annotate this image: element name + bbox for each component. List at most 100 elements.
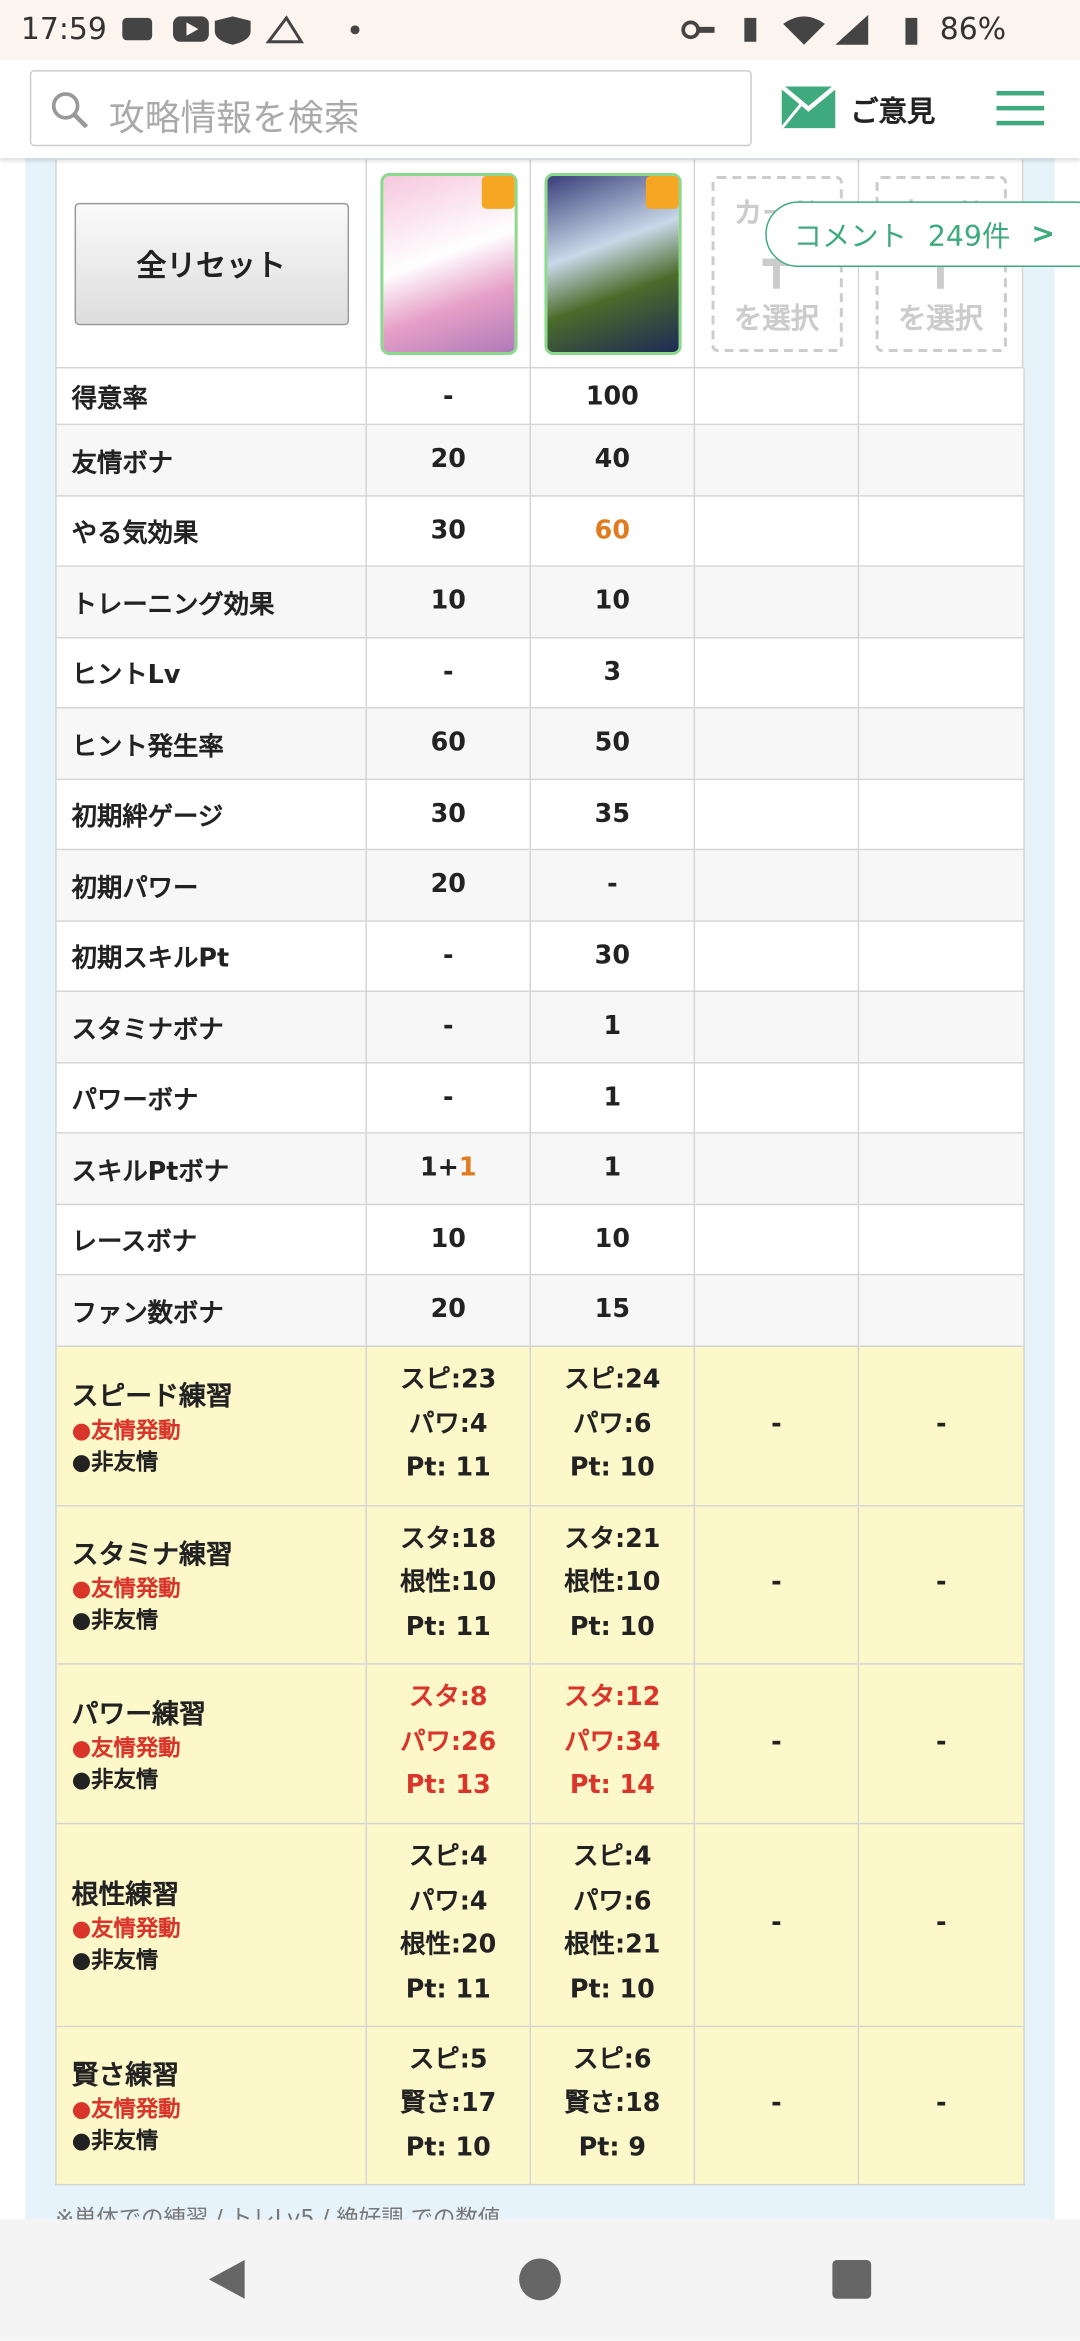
training-value: スピ:6: [573, 2044, 652, 2075]
value-cell: [695, 921, 860, 992]
value: 20: [430, 870, 466, 900]
menu-button[interactable]: [996, 90, 1045, 129]
training-cell: スピ:5 賢さ:17 Pt: 10: [366, 2026, 532, 2185]
value-cell: [859, 368, 1025, 426]
navigation-bar: [0, 2219, 1080, 2341]
slot-text: を選択: [733, 302, 819, 335]
battery: 86%: [939, 10, 1007, 47]
row-label: 初期パワー: [55, 850, 367, 922]
training-value: スピ:4: [573, 1842, 652, 1873]
training-value: 根性:10: [564, 1568, 661, 1598]
row-label: 友情ボナ: [55, 425, 367, 496]
value-cell: [695, 991, 860, 1063]
value-segment: 1+: [419, 1153, 459, 1184]
training-value: Pt: 13: [405, 1771, 491, 1801]
value-cell: [859, 1204, 1025, 1276]
comment-bubble[interactable]: コメント 249件 >: [765, 201, 1080, 268]
training-cell: スピ:6 賢さ:18 Pt: 9: [531, 2026, 696, 2185]
value-cell: [859, 637, 1025, 709]
training-cell: -: [859, 2026, 1025, 2185]
value-cell: 1+ 1: [366, 1133, 532, 1205]
training-value: スピ:4: [408, 1842, 488, 1873]
nonfriend-note: ●非友情: [71, 1447, 159, 1475]
training-cell: スピ:4 パワ:4 根性:20 Pt: 11: [366, 1823, 532, 2027]
row-label: レースボナ: [55, 1204, 367, 1276]
value-cell: [695, 368, 860, 426]
value-cell: 20: [366, 850, 532, 922]
value-cell: 10: [366, 1204, 532, 1276]
value: 30: [430, 515, 466, 546]
value-cell: -: [531, 850, 696, 922]
value-cell: 40: [531, 425, 696, 496]
value-cell: [859, 850, 1025, 922]
training-cell: -: [695, 1505, 860, 1665]
training-cell: -: [695, 2026, 860, 2185]
value-cell: 1: [531, 1062, 696, 1134]
value: -: [442, 1082, 454, 1113]
training-value: パワ:4: [408, 1409, 488, 1440]
home-button[interactable]: [519, 2258, 561, 2301]
value-cell: 15: [531, 1275, 696, 1347]
training-value: パワ:4: [408, 1886, 488, 1917]
row-label: ヒント発生率: [55, 708, 367, 780]
row-label: トレーニング効果: [55, 566, 367, 638]
training-name: スピード練習: [71, 1380, 233, 1412]
reset-button[interactable]: 全リセット: [73, 202, 349, 325]
search-box[interactable]: 攻略情報を検索: [29, 70, 752, 147]
training-value: スピ:24: [564, 1365, 661, 1396]
value-cell: [695, 566, 860, 638]
value: 1: [603, 1082, 622, 1113]
value-cell: 10: [366, 566, 532, 638]
row-label: スキルPtボナ: [55, 1133, 367, 1205]
back-button[interactable]: [208, 2259, 245, 2299]
training-value: -: [936, 1727, 947, 1757]
value: 35: [594, 799, 630, 830]
training-value: スピ:23: [400, 1365, 497, 1396]
value: 60: [430, 728, 466, 759]
value-cell: 60: [531, 495, 696, 567]
card-image[interactable]: [543, 172, 681, 355]
value: 20: [430, 1295, 466, 1326]
nonfriend-note: ●非友情: [71, 1765, 159, 1793]
training-value: Pt: 10: [405, 2132, 491, 2163]
training-label: スタミナ練習 ●友情発動 ●非友情: [55, 1505, 367, 1665]
row-label: 得意率: [55, 368, 367, 426]
training-value: 賢さ:18: [564, 2088, 661, 2119]
training-value: スタ:21: [564, 1524, 661, 1554]
value-cell: [859, 495, 1025, 567]
value-cell: 35: [531, 779, 696, 851]
value: -: [442, 381, 454, 411]
friend-note: ●友情発動: [71, 2095, 181, 2123]
value: 10: [594, 586, 630, 617]
card-image[interactable]: [379, 172, 517, 355]
value: 40: [594, 444, 630, 475]
training-value: -: [771, 1568, 782, 1598]
nonfriend-note: ●非友情: [71, 2127, 159, 2155]
row-label: やる気効果: [55, 495, 367, 567]
feedback-link[interactable]: ご意見: [850, 95, 936, 129]
training-value: スタ:12: [564, 1683, 661, 1713]
card-cell: [366, 159, 532, 369]
value-cell: [859, 1062, 1025, 1134]
recents-button[interactable]: [832, 2259, 872, 2299]
training-name: パワー練習: [71, 1698, 206, 1730]
mail-icon[interactable]: [781, 86, 836, 129]
training-value: Pt: 11: [405, 1453, 491, 1484]
training-value: スピ:5: [408, 2044, 488, 2075]
value-cell: -: [366, 637, 532, 709]
value-cell: [695, 425, 860, 496]
training-value: -: [771, 2088, 782, 2119]
value-cell: [695, 1275, 860, 1347]
value: 50: [594, 728, 630, 759]
training-label: パワー練習 ●友情発動 ●非友情: [55, 1664, 367, 1824]
header-cell: 全リセット: [55, 159, 367, 369]
value-cell: -: [366, 921, 532, 992]
value-cell: 3: [531, 637, 696, 709]
training-label: 根性練習 ●友情発動 ●非友情: [55, 1823, 367, 2027]
value: -: [442, 940, 454, 971]
value-cell: 30: [531, 921, 696, 992]
system-icons: [681, 14, 918, 45]
training-cell: スタ:8 パワ:26 Pt: 13: [366, 1664, 532, 1824]
value-cell: 10: [531, 1204, 696, 1276]
